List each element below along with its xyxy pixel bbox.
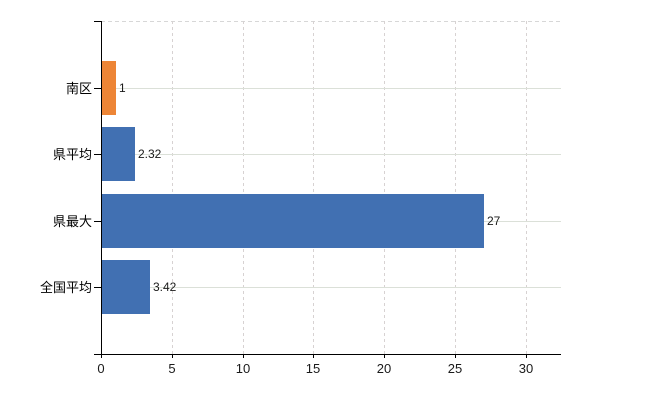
- gridline-vertical: [172, 21, 173, 354]
- bar-県最大: [102, 194, 484, 248]
- gridline-horizontal: [101, 154, 561, 155]
- gridline-vertical: [313, 21, 314, 354]
- gridline-vertical: [243, 21, 244, 354]
- category-label: 県最大: [52, 214, 92, 229]
- y-axis-tick: [94, 221, 101, 222]
- y-axis-tick: [94, 21, 101, 22]
- x-axis-tick: [172, 354, 173, 358]
- bar-全国平均: [102, 260, 150, 314]
- y-axis-tick: [94, 88, 101, 89]
- value-label: 3.42: [153, 280, 177, 294]
- x-tick-label: 25: [447, 361, 463, 376]
- x-axis-tick: [455, 354, 456, 358]
- y-axis-tick: [94, 354, 101, 355]
- x-tick-label: 5: [168, 361, 176, 376]
- x-tick-label: 30: [518, 361, 534, 376]
- value-label: 27: [487, 214, 501, 228]
- x-tick-label: 10: [235, 361, 251, 376]
- category-label: 全国平均: [39, 280, 92, 295]
- gridline-vertical: [526, 21, 527, 354]
- x-tick-label: 20: [376, 361, 392, 376]
- category-label: 南区: [65, 81, 92, 96]
- x-axis-line: [97, 354, 561, 355]
- gridline-vertical: [384, 21, 385, 354]
- x-axis-tick: [313, 354, 314, 358]
- gridline-vertical: [455, 21, 456, 354]
- x-tick-label: 0: [97, 361, 105, 376]
- plot-area: [94, 21, 561, 358]
- x-tick-label: 15: [305, 361, 321, 376]
- x-axis-tick: [526, 354, 527, 358]
- y-axis-line: [101, 21, 102, 354]
- bar-南区: [102, 61, 116, 115]
- plot-top-border: [101, 21, 561, 22]
- x-axis-tick: [384, 354, 385, 358]
- x-axis-tick: [243, 354, 244, 358]
- bar-県平均: [102, 127, 135, 181]
- gridline-horizontal: [101, 287, 561, 288]
- y-axis-tick: [94, 287, 101, 288]
- gridline-horizontal: [101, 88, 561, 89]
- y-axis-tick: [94, 154, 101, 155]
- value-label: 1: [119, 81, 126, 95]
- value-label: 2.32: [138, 147, 162, 161]
- x-axis-tick: [101, 354, 102, 358]
- category-label: 県平均: [52, 147, 92, 162]
